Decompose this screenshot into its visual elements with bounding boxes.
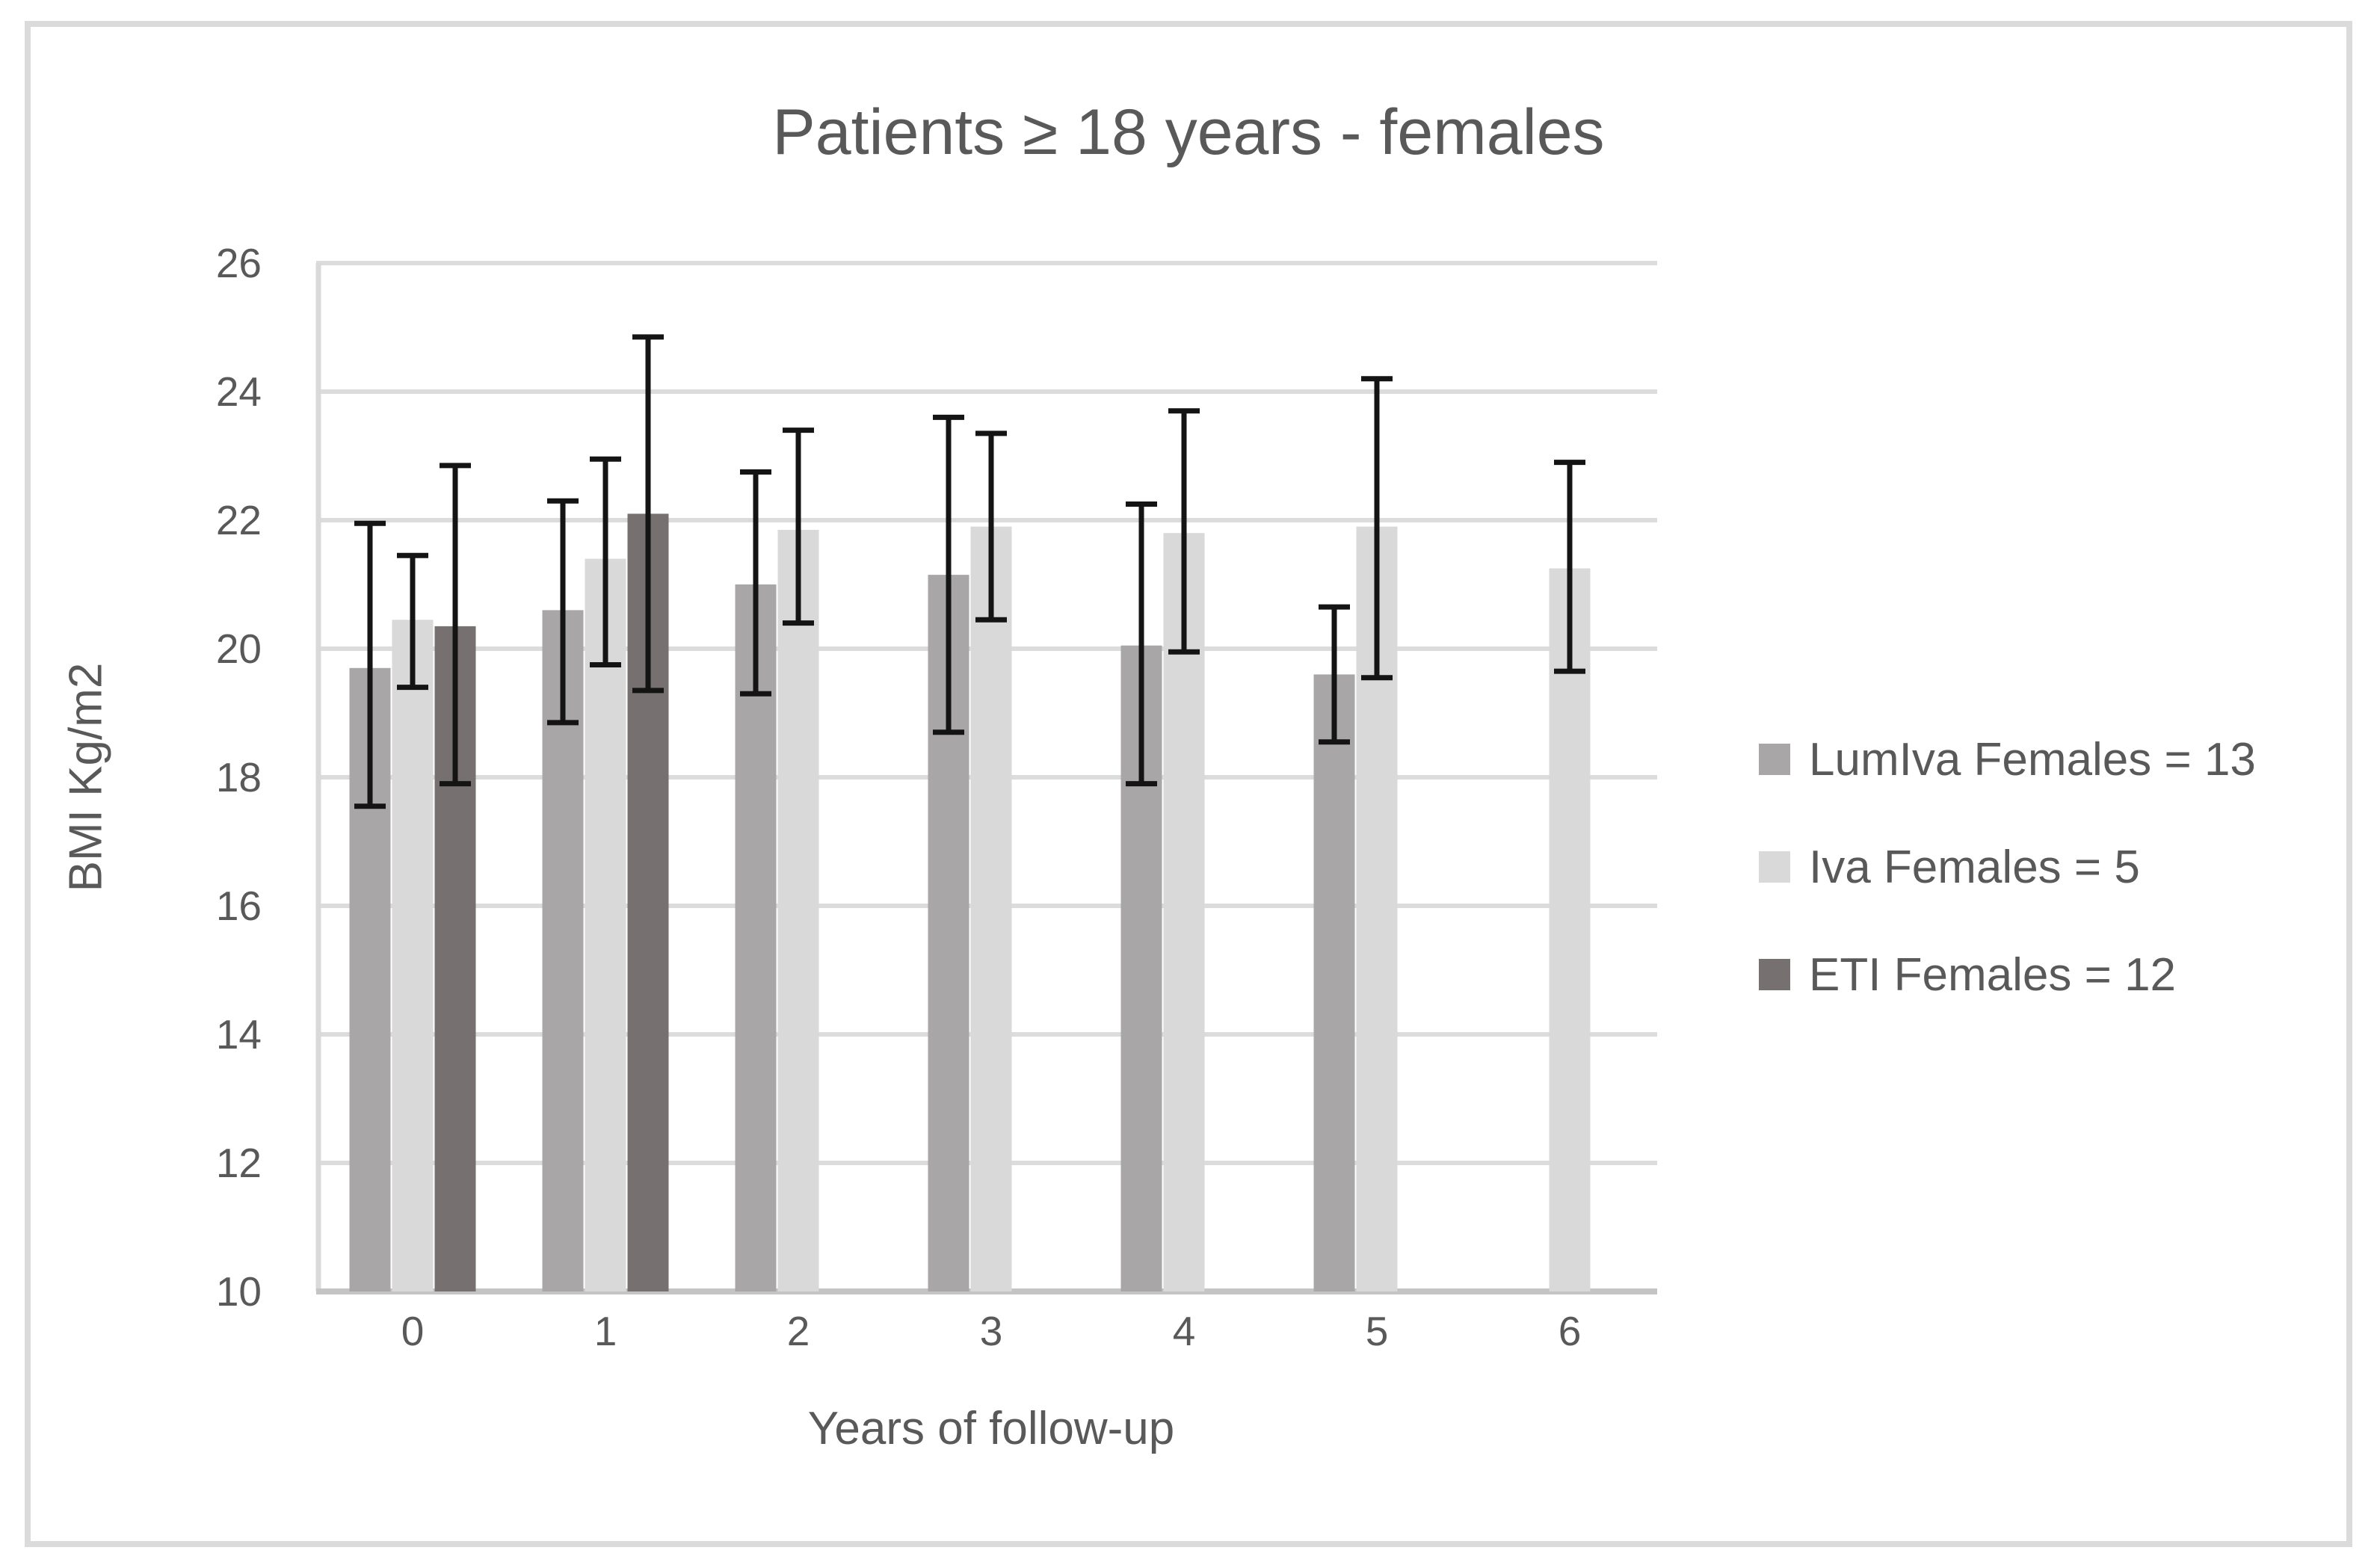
y-tick-label: 20 bbox=[216, 626, 262, 672]
y-tick-label: 18 bbox=[216, 754, 262, 800]
bar-series2-year6 bbox=[1549, 568, 1591, 1291]
x-tick-label: 1 bbox=[594, 1308, 617, 1354]
bar-series2-year2 bbox=[777, 529, 819, 1291]
bar-series2-year3 bbox=[970, 526, 1012, 1291]
x-tick-label: 5 bbox=[1366, 1308, 1389, 1354]
y-tick-label: 22 bbox=[216, 497, 262, 543]
chart-title: Patients ≥ 18 years - females bbox=[772, 96, 1605, 168]
bar-series2-year4 bbox=[1163, 533, 1205, 1291]
bar-series1-year2 bbox=[735, 584, 777, 1291]
x-tick-label: 4 bbox=[1173, 1308, 1196, 1354]
x-tick-label: 3 bbox=[980, 1308, 1003, 1354]
x-axis-title: Years of follow-up bbox=[807, 1403, 1175, 1454]
bar-series1-year5 bbox=[1313, 674, 1355, 1291]
bar-series2-year1 bbox=[585, 558, 626, 1291]
y-tick-label: 10 bbox=[216, 1268, 262, 1315]
y-tick-label: 12 bbox=[216, 1140, 262, 1186]
x-tick-label: 0 bbox=[401, 1308, 425, 1354]
y-tick-label: 24 bbox=[216, 368, 262, 415]
x-tick-label: 6 bbox=[1559, 1308, 1582, 1354]
x-tick-label: 2 bbox=[787, 1308, 810, 1354]
y-tick-label: 26 bbox=[216, 240, 262, 286]
y-tick-label: 16 bbox=[216, 883, 262, 929]
bar-series2-year0 bbox=[392, 620, 434, 1291]
y-tick-label: 14 bbox=[216, 1011, 262, 1058]
